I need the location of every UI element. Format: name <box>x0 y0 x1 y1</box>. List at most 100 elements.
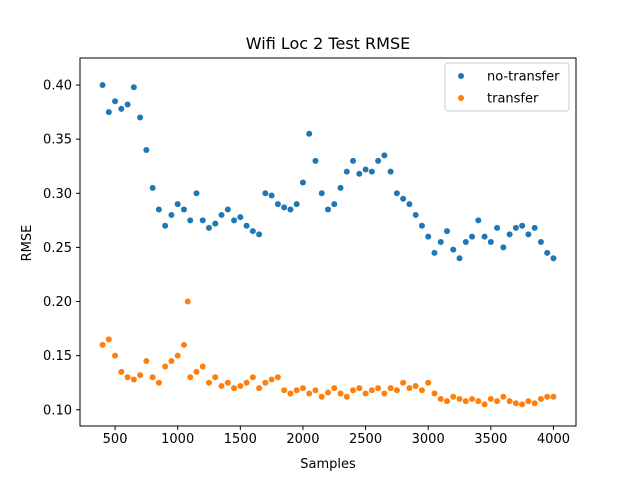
x-tick-label: 2500 <box>349 432 382 447</box>
data-point-transfer <box>437 395 444 402</box>
legend-marker-transfer <box>458 95 464 101</box>
data-point-no-transfer <box>105 109 112 116</box>
data-point-no-transfer <box>249 228 256 235</box>
data-point-transfer <box>393 387 400 394</box>
data-point-no-transfer <box>99 82 106 89</box>
data-point-transfer <box>331 385 338 392</box>
data-point-no-transfer <box>519 222 526 229</box>
data-point-no-transfer <box>387 168 394 175</box>
data-point-no-transfer <box>412 211 419 218</box>
data-point-no-transfer <box>180 206 187 213</box>
data-point-transfer <box>155 379 162 386</box>
data-point-no-transfer <box>544 249 551 256</box>
legend-marker-no-transfer <box>458 73 464 79</box>
x-tick-label: 3000 <box>412 432 445 447</box>
data-point-no-transfer <box>193 190 200 197</box>
data-point-transfer <box>368 387 375 394</box>
y-tick-label: 0.20 <box>43 295 72 310</box>
data-point-no-transfer <box>218 211 225 218</box>
data-point-transfer <box>180 341 187 348</box>
y-tick-label: 0.40 <box>43 79 72 94</box>
data-point-transfer <box>325 389 331 396</box>
data-point-no-transfer <box>512 224 519 231</box>
data-point-no-transfer <box>237 214 244 221</box>
data-point-transfer <box>550 393 557 400</box>
data-point-transfer <box>237 382 244 389</box>
data-point-transfer <box>281 387 288 394</box>
x-tick-label: 500 <box>103 432 128 447</box>
data-point-transfer <box>118 368 125 375</box>
data-point-transfer <box>168 358 175 365</box>
legend-label-no-transfer: no-transfer <box>487 70 560 85</box>
data-point-transfer <box>293 387 300 394</box>
data-point-no-transfer <box>212 220 219 227</box>
data-point-transfer <box>425 379 432 386</box>
data-point-no-transfer <box>268 192 275 199</box>
data-point-no-transfer <box>130 84 137 91</box>
data-point-transfer <box>337 390 344 397</box>
data-point-no-transfer <box>256 231 263 238</box>
data-point-no-transfer <box>431 249 438 256</box>
data-point-no-transfer <box>162 222 169 229</box>
data-point-no-transfer <box>124 101 131 108</box>
data-point-transfer <box>243 379 250 386</box>
data-point-no-transfer <box>168 211 175 218</box>
data-point-transfer <box>306 390 313 397</box>
data-point-transfer <box>184 298 191 305</box>
data-point-no-transfer <box>500 244 507 251</box>
x-tick-label: 1000 <box>161 432 194 447</box>
data-point-no-transfer <box>174 201 181 208</box>
y-tick-label: 0.25 <box>43 241 72 256</box>
data-point-transfer <box>262 379 269 386</box>
data-point-transfer <box>130 376 137 383</box>
data-point-no-transfer <box>425 233 432 240</box>
data-point-transfer <box>412 382 419 389</box>
data-point-no-transfer <box>456 255 463 262</box>
data-point-transfer <box>343 393 350 400</box>
data-point-no-transfer <box>199 217 206 224</box>
data-point-transfer <box>481 401 488 408</box>
data-point-transfer <box>187 374 194 381</box>
data-point-no-transfer <box>368 168 375 175</box>
data-point-transfer <box>418 387 425 394</box>
data-point-no-transfer <box>281 204 288 211</box>
x-tick-label: 3500 <box>474 432 507 447</box>
data-point-no-transfer <box>112 98 119 105</box>
data-point-transfer <box>312 387 319 394</box>
legend-box <box>444 62 570 112</box>
data-point-transfer <box>456 395 463 402</box>
data-point-no-transfer <box>337 184 344 191</box>
data-point-no-transfer <box>187 217 194 224</box>
data-point-transfer <box>375 385 382 392</box>
data-point-transfer <box>500 393 507 400</box>
data-point-transfer <box>350 387 357 394</box>
data-point-no-transfer <box>531 224 538 231</box>
x-axis-label: Samples <box>300 457 356 472</box>
data-point-transfer <box>443 398 450 405</box>
data-point-transfer <box>506 398 513 405</box>
data-point-transfer <box>149 374 156 381</box>
data-point-no-transfer <box>537 239 544 245</box>
data-point-transfer <box>212 374 219 381</box>
data-point-transfer <box>487 395 494 402</box>
data-point-transfer <box>381 390 388 397</box>
data-point-transfer <box>143 358 150 365</box>
data-point-no-transfer <box>462 239 469 245</box>
data-point-transfer <box>462 398 469 405</box>
data-point-no-transfer <box>293 201 300 208</box>
data-point-transfer <box>299 385 306 392</box>
plot-points <box>99 82 557 408</box>
x-axis-ticks: 500 1000 1500 2000 2500 3000 3500 4000 <box>103 426 570 447</box>
legend-label-transfer: transfer <box>487 92 539 107</box>
data-point-transfer <box>450 393 457 400</box>
data-point-transfer <box>174 352 181 359</box>
data-point-transfer <box>387 385 394 392</box>
data-point-no-transfer <box>400 195 407 202</box>
data-point-transfer <box>469 395 476 402</box>
data-point-no-transfer <box>469 233 476 240</box>
data-point-transfer <box>112 352 119 359</box>
data-point-transfer <box>105 336 112 343</box>
data-point-no-transfer <box>325 206 331 213</box>
data-point-no-transfer <box>137 114 144 121</box>
